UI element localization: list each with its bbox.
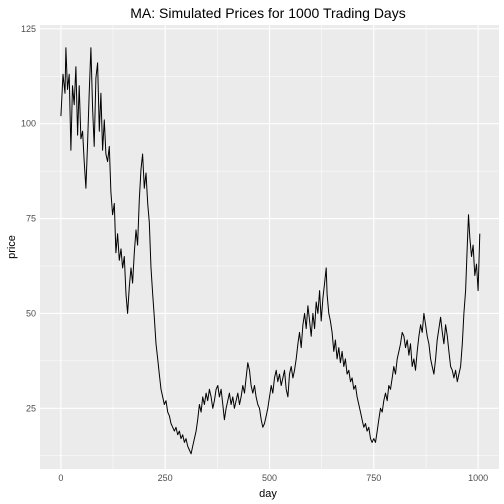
series-line xyxy=(60,47,481,455)
x-tick-label: 500 xyxy=(262,473,277,483)
x-axis-label: day xyxy=(259,488,277,500)
y-tick-label: 50 xyxy=(26,308,36,318)
y-axis-label: price xyxy=(6,235,18,259)
y-tick-label: 100 xyxy=(21,119,36,129)
y-tick-label: 75 xyxy=(26,214,36,224)
grid-lines xyxy=(40,25,499,469)
y-tick-label: 125 xyxy=(21,24,36,34)
x-tick-label: 0 xyxy=(58,473,63,483)
x-tick-label: 250 xyxy=(158,473,173,483)
y-tick-label: 25 xyxy=(26,403,36,413)
x-tick-label: 1000 xyxy=(468,473,488,483)
x-tick-label: 750 xyxy=(366,473,381,483)
chart-title: MA: Simulated Prices for 1000 Trading Da… xyxy=(130,5,405,21)
tick-labels: 0 250 500 750 1000 25 50 75 100 125 xyxy=(21,24,488,483)
